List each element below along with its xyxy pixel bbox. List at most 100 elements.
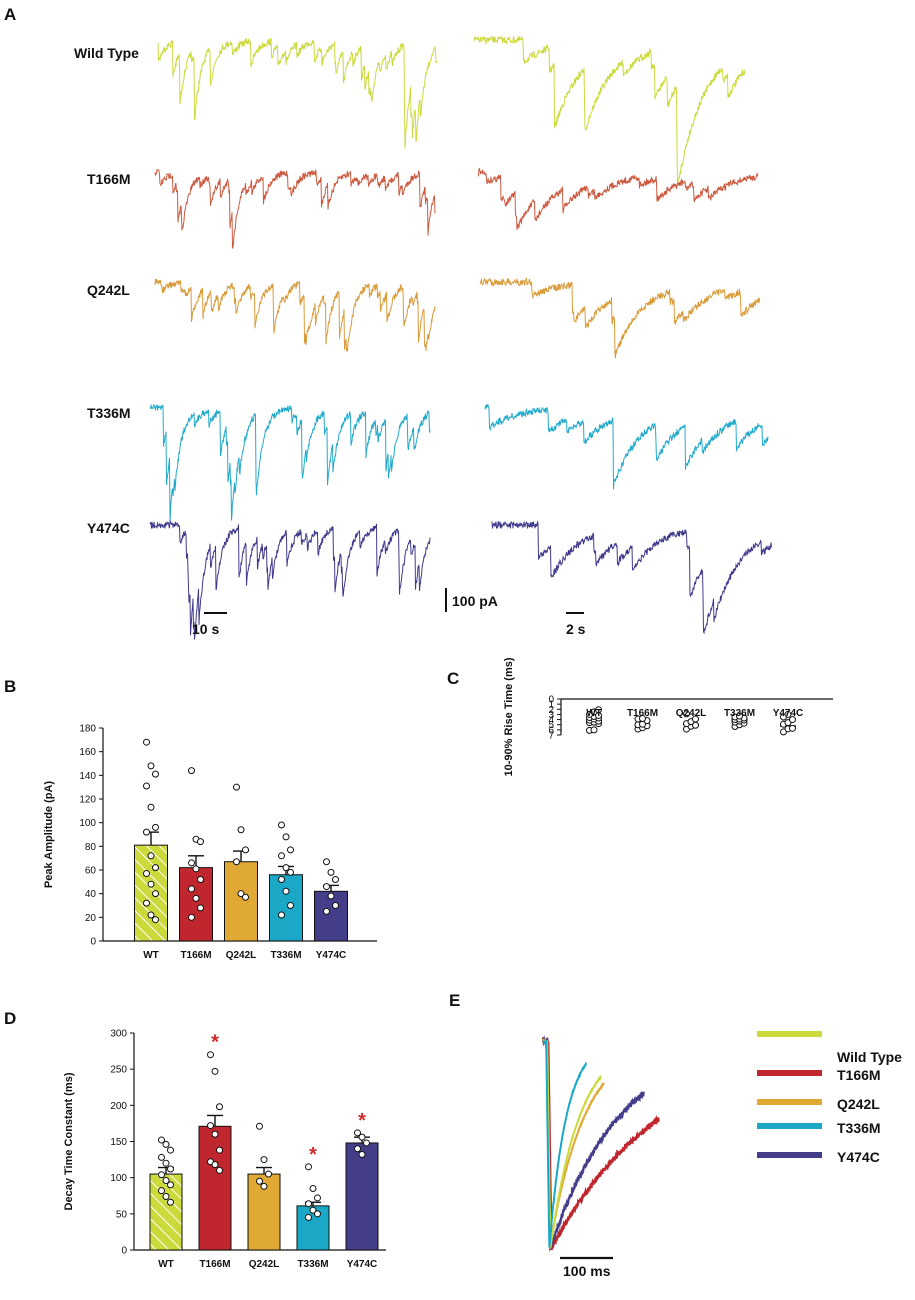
y-tick-label: 40 [85,889,97,900]
y-tick-label: 0 [548,695,554,706]
y-tick-label: 2 [548,705,554,716]
panel-label-e: E [449,991,460,1010]
data-point [358,1151,366,1159]
y-tick-label: 100 [79,818,96,829]
y-tick-label: 150 [110,1137,127,1148]
data-point [216,1103,223,1111]
avg-trace-y474c [541,1035,645,1252]
data-point [256,1122,263,1130]
y-tick-label: 100 [110,1173,127,1184]
data-point [192,865,200,873]
data-point [207,1051,214,1059]
data-point [256,1177,263,1185]
x-tick-label-wt: WT [143,950,159,961]
data-point [197,838,204,846]
scale-label-10s: 10 s [192,621,219,637]
data-point [147,852,155,860]
data-point [590,726,598,734]
y-tick-label: 6 [548,725,554,736]
data-point [260,1156,268,1164]
data-point [282,887,290,895]
y-tick-label: 60 [85,866,97,877]
data-point [158,1187,165,1195]
data-point [784,710,792,718]
data-point [595,706,602,714]
data-point [167,1165,174,1173]
data-point [162,1192,170,1200]
data-point [327,868,335,876]
bar-t166m [198,1125,232,1251]
data-point [143,828,150,836]
trace-y474c-short [491,520,773,635]
bar-t336m [269,874,303,942]
data-point [278,875,285,883]
bar-q242l [224,861,258,942]
data-point [233,783,240,791]
data-point [305,1213,312,1221]
x-tick-label-wt: WT [158,1259,174,1270]
legend: Wild Type T166M Q242L T336M Y474C [757,1031,902,1165]
data-point [323,883,330,891]
y-tick-label: 5 [548,720,554,731]
data-point [692,715,699,723]
data-point [282,833,290,841]
bar-y474c [345,1142,379,1251]
data-point [358,1133,366,1141]
data-point [278,821,285,829]
data-point [143,870,150,878]
row-label-q242l: Q242L [87,282,130,298]
data-point [211,1161,219,1169]
y-tick-label: 50 [116,1209,128,1220]
data-point [309,1185,317,1193]
y-tick-label: 250 [110,1065,127,1076]
legend-label-t166m: T166M [837,1067,881,1083]
significance-star-y474c: * [358,1110,366,1132]
data-point [152,770,159,778]
data-point [152,864,159,872]
data-point [332,902,339,909]
scale-label-2s: 2 s [566,621,586,637]
data-point [147,762,155,770]
data-point [207,1122,214,1130]
data-point [197,875,204,883]
data-point [143,899,150,907]
y-tick-label: 120 [79,795,96,806]
data-point [158,1136,165,1144]
trace-wild-type-long [157,38,438,149]
data-point [147,880,155,888]
legend-label-q242l: Q242L [837,1096,880,1112]
data-point [354,1129,361,1137]
panel-label-c: C [447,669,459,688]
legend-label-y474c: Y474C [837,1149,880,1165]
bar-wt [134,844,168,942]
data-point [287,846,294,854]
trace-q242l-long [154,278,436,352]
data-point [278,852,285,860]
trace-t336m-short [484,403,769,490]
y-tick-label: 0 [90,937,96,948]
data-point [305,1200,312,1208]
legend-label-wild-type: Wild Type [837,1049,902,1065]
trace-t166m-short [477,167,759,230]
y-axis-title: Peak Amplitude (pA) [43,781,55,888]
data-point [158,1171,165,1179]
x-tick-label-y474c: Y474C [316,950,347,961]
trace-y474c-long [149,520,431,640]
chart-peak-amplitude: 0 20 40 60 80 100 120 140 160 180 Peak Amplitude (… [43,724,377,961]
data-point [197,904,204,912]
trace-t336m-long [149,404,431,523]
y-tick-label: 0 [121,1246,127,1257]
data-point [789,716,796,724]
trace-q242l-short [479,276,761,359]
data-point [192,894,200,902]
data-point [188,767,195,775]
data-point [363,1139,370,1147]
y-tick-label: 300 [110,1029,127,1040]
data-point [237,826,245,834]
data-point [639,715,646,723]
avg-trace-t166m [541,1036,660,1251]
data-point [162,1140,170,1148]
data-point [188,885,195,893]
panel-a-traces [149,34,773,640]
